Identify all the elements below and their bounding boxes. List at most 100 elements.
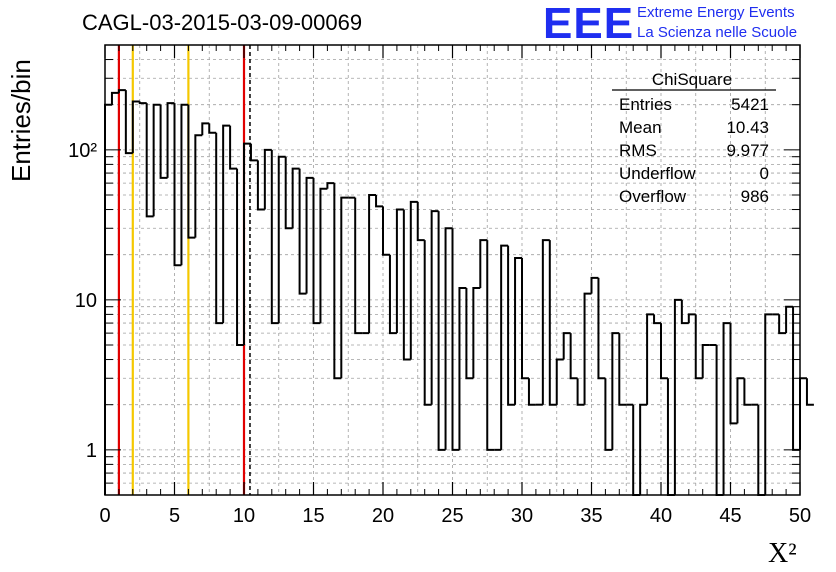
histogram-bin — [618, 333, 627, 406]
histogram-bin — [646, 313, 655, 405]
histogram-bin — [395, 208, 404, 334]
histogram-bin — [451, 228, 460, 451]
x-tick-label: 20 — [372, 505, 394, 527]
histogram-bin — [576, 378, 585, 406]
y-tick-label: 10 — [75, 290, 97, 312]
histogram-bin — [548, 240, 557, 406]
x-tick-label: 30 — [511, 505, 533, 527]
y-tick-label: 10² — [68, 140, 97, 162]
histogram-bin — [486, 240, 495, 451]
histogram-bin — [388, 254, 397, 335]
stats-box: ChiSquare Entries 5421 Mean 10.43 RMS 9.977 Un… — [612, 70, 776, 206]
histogram-bin — [201, 122, 210, 136]
histogram-bin — [507, 245, 516, 406]
histogram-bin — [152, 103, 161, 217]
histogram-bin — [159, 104, 168, 179]
histogram-bin — [243, 142, 251, 345]
histogram-bin — [270, 149, 279, 325]
histogram-bin — [173, 103, 182, 267]
histogram-bin — [430, 210, 439, 405]
histogram-bin — [458, 286, 467, 450]
histogram-bin — [465, 287, 474, 380]
histogram-bin — [326, 182, 335, 189]
histogram-bin — [229, 125, 238, 170]
histogram-bin — [583, 292, 592, 405]
x-tick-label: 50 — [789, 505, 811, 527]
histogram-bin — [131, 100, 140, 154]
stats-value: 10.43 — [726, 118, 769, 137]
histogram-bin — [256, 160, 265, 211]
stats-label: Overflow — [619, 187, 687, 206]
x-tick-label: 35 — [580, 505, 602, 527]
histogram-bin — [208, 123, 217, 134]
histogram-bin — [444, 227, 453, 450]
histogram-bin — [673, 298, 682, 495]
histogram-bin — [249, 143, 258, 162]
histogram-bin — [354, 197, 363, 335]
histogram-bin — [194, 134, 203, 238]
histogram-bin — [604, 378, 613, 451]
histogram-bin — [785, 305, 794, 334]
histogram-bin — [145, 103, 154, 218]
histogram-bin — [555, 358, 564, 405]
histogram-bin — [778, 314, 787, 335]
histogram-series — [104, 89, 814, 496]
histogram-bin — [340, 196, 349, 379]
stats-value: 986 — [741, 187, 769, 206]
histogram-bin — [423, 240, 432, 406]
histogram-bin — [409, 200, 418, 360]
histogram-bin — [277, 155, 286, 324]
x-tick-label: 5 — [169, 505, 180, 527]
histogram-bin — [687, 313, 696, 324]
logo-tagline-1: Extreme Energy Events — [637, 4, 795, 21]
axis-ticks: 0 5 10 15 20 25 30 35 40 45 50 1 10 10² — [68, 45, 811, 527]
logo-tagline-2: La Scienza nelle Scuole — [637, 24, 798, 41]
histogram-bin — [291, 167, 300, 229]
histogram-bin — [562, 332, 571, 360]
histogram-bin — [500, 244, 509, 450]
histogram-bin — [298, 168, 307, 295]
histogram-bin — [284, 156, 293, 230]
histogram-bin — [402, 209, 411, 361]
histogram-bin — [479, 239, 488, 288]
histogram-bin — [472, 286, 481, 379]
stats-label: Underflow — [619, 164, 696, 183]
histogram-bin — [215, 132, 224, 325]
stats-value: 5421 — [731, 95, 769, 114]
histogram-bin — [319, 187, 328, 324]
x-tick-label: 0 — [99, 505, 110, 527]
histogram-bin — [764, 313, 773, 495]
histogram-bin — [117, 89, 126, 93]
histogram-bin — [166, 102, 175, 178]
histogram-bin — [569, 333, 578, 380]
histogram-bin — [416, 201, 425, 242]
histogram-bin — [138, 101, 147, 105]
histogram-bin — [312, 177, 321, 325]
histogram-bin — [653, 314, 661, 325]
chart-title: CAGL-03-2015-03-09-00069 — [82, 10, 363, 35]
y-tick-label: 1 — [86, 440, 97, 462]
histogram-bin — [382, 206, 390, 256]
x-tick-label: 15 — [302, 505, 324, 527]
x-tick-label: 25 — [441, 505, 463, 527]
x-tick-label: 40 — [650, 505, 672, 527]
histogram-bin — [639, 403, 648, 495]
stats-title: ChiSquare — [652, 70, 732, 89]
histogram-bin — [611, 332, 620, 450]
histogram-bin — [222, 124, 231, 324]
stats-label: RMS — [619, 141, 657, 160]
cut-lines — [117, 45, 251, 495]
histogram-bin — [541, 239, 550, 405]
x-tick-label: 45 — [719, 505, 741, 527]
histogram-bin — [680, 299, 689, 325]
stats-label: Entries — [619, 95, 672, 114]
histogram-bin — [375, 195, 383, 208]
histogram-bin — [736, 377, 745, 424]
histogram-bin — [660, 323, 668, 380]
histogram-bin — [521, 258, 529, 380]
histogram-bin — [124, 90, 133, 155]
histogram-bin — [722, 322, 731, 495]
histogram-bin — [437, 211, 446, 451]
histogram-bin — [305, 176, 314, 294]
